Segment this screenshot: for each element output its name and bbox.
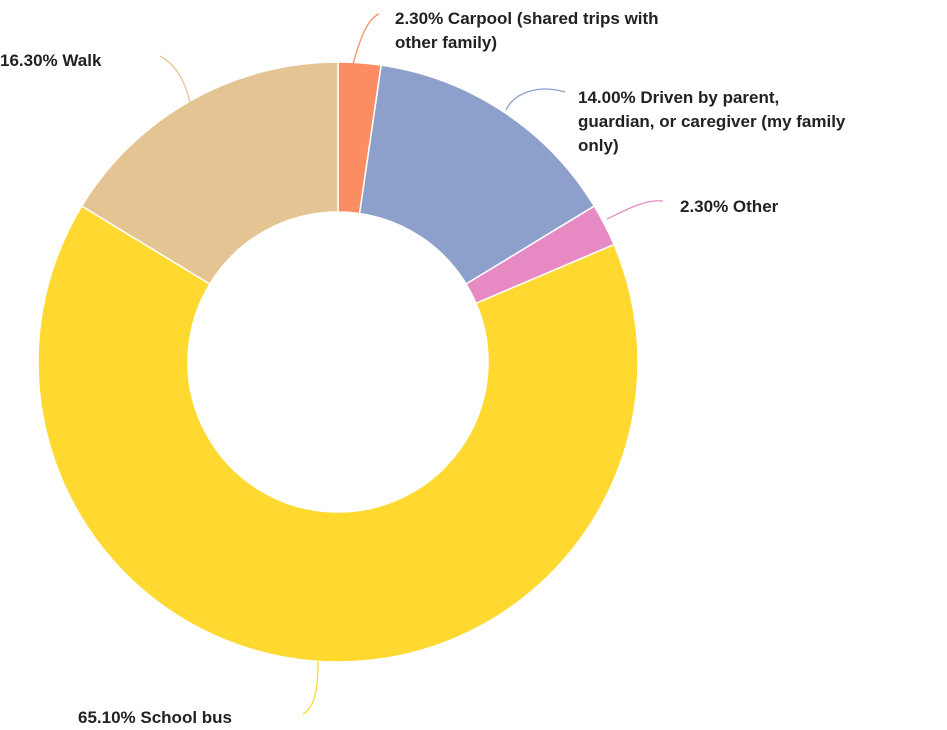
slice-label-5: 16.30% Walk — [0, 51, 102, 70]
slice-label-line: 2.30% Carpool (shared trips with — [395, 9, 659, 28]
slice-label-line: guardian, or caregiver (my family — [578, 112, 846, 131]
slice-driven-by-parent-guardian-or-caregiver-my-family-only — [358, 64, 596, 286]
slice-label-line: only) — [578, 136, 619, 155]
leader-line-2 — [505, 88, 566, 111]
slice-label-1: 2.30% Carpool (shared trips with other fa… — [395, 9, 659, 52]
leader-line-3 — [606, 200, 664, 220]
leader-line-1 — [352, 13, 380, 65]
slice-walk — [80, 61, 339, 286]
slice-label-line: 16.30% Walk — [0, 51, 102, 70]
leader-line-5 — [159, 55, 191, 103]
chart-labels: 2.30% Carpool (shared trips with other fa… — [0, 9, 846, 727]
chart-leader-lines — [159, 13, 664, 715]
leader-line-4 — [302, 660, 319, 715]
slice-label-line: 65.10% School bus — [78, 708, 232, 727]
slice-label-line: 14.00% Driven by parent, — [578, 88, 779, 107]
slice-label-4: 65.10% School bus — [78, 708, 232, 727]
slice-label-2: 14.00% Driven by parent, guardian, or car… — [578, 88, 846, 155]
slice-label-line: other family) — [395, 33, 497, 52]
chart-slices — [37, 61, 639, 663]
slice-label-line: 2.30% Other — [680, 197, 779, 216]
slice-school-bus — [37, 205, 639, 663]
slice-label-3: 2.30% Other — [680, 197, 779, 216]
